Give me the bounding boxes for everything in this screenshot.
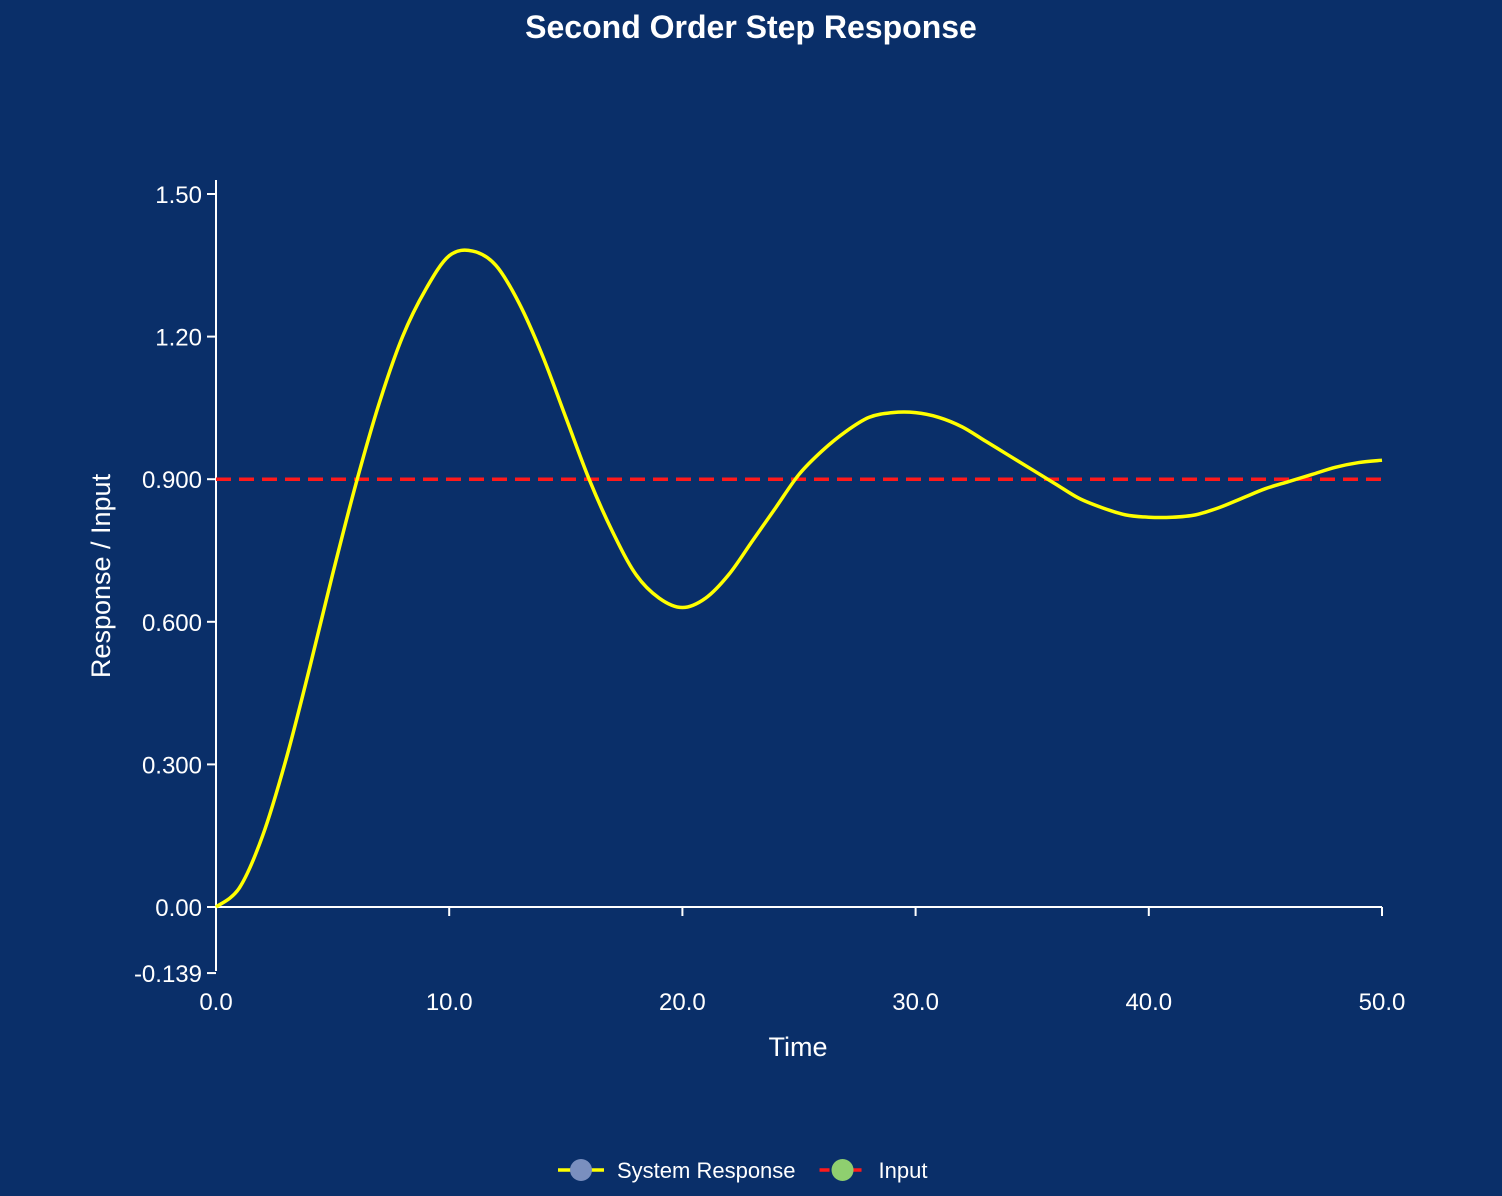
legend: System Response Input [558, 1158, 927, 1183]
legend-marker [570, 1159, 592, 1181]
x-tick-label: 30.0 [892, 989, 939, 1016]
axes: -0.139 0.00 0.300 0.600 0.900 1.20 1.50 0.0 10.0… [134, 180, 1405, 1016]
series-line-system-response [214, 248, 1383, 909]
y-axis-title: Response / Input [86, 473, 116, 678]
y-tick-label: 0.900 [142, 467, 202, 494]
x-axis-title: Time [769, 1032, 828, 1062]
y-tick-label: 1.20 [155, 325, 202, 352]
y-tick-label: -0.139 [134, 961, 202, 988]
x-tick-label: 10.0 [426, 989, 473, 1016]
y-tick-label: 0.300 [142, 752, 202, 779]
x-tick-label: 0.0 [199, 989, 232, 1016]
chart-title: Second Order Step Response [525, 9, 977, 45]
plot-area [214, 248, 1383, 909]
x-tick-label: 40.0 [1125, 989, 1172, 1016]
y-tick-label: 0.00 [155, 895, 202, 922]
legend-item-input[interactable]: Input [819, 1158, 928, 1183]
y-tick-label: 1.50 [155, 182, 202, 209]
legend-marker [831, 1159, 854, 1181]
legend-label: Input [879, 1158, 928, 1183]
x-tick-label: 50.0 [1359, 989, 1406, 1016]
x-tick-label: 20.0 [659, 989, 706, 1016]
legend-label: System Response [617, 1158, 796, 1183]
y-tick-label: 0.600 [142, 610, 202, 637]
legend-item-system-response[interactable]: System Response [558, 1158, 796, 1183]
